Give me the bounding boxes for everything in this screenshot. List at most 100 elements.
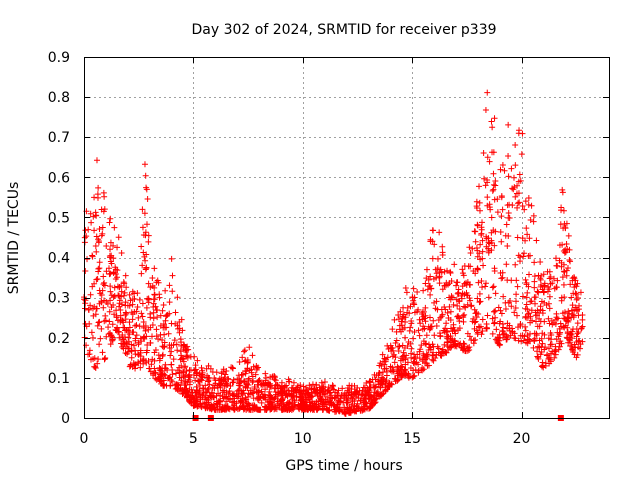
data-point	[422, 304, 429, 311]
data-point	[116, 297, 123, 304]
data-point	[109, 337, 116, 344]
data-point	[479, 248, 486, 255]
data-point	[137, 349, 144, 356]
data-point	[577, 289, 584, 296]
data-point	[278, 387, 285, 394]
data-point	[335, 387, 342, 394]
data-point	[517, 320, 524, 327]
data-point	[488, 247, 495, 254]
data-point	[468, 302, 475, 309]
data-point	[477, 241, 484, 248]
data-point	[569, 311, 576, 318]
data-point	[91, 227, 98, 234]
data-point	[237, 382, 244, 389]
y-tick-label: 0.3	[48, 291, 70, 307]
data-point	[151, 284, 158, 291]
data-point	[430, 317, 437, 324]
data-point	[425, 341, 432, 348]
data-point	[157, 322, 164, 329]
data-point	[118, 250, 125, 257]
data-point	[535, 343, 542, 350]
data-point	[142, 172, 149, 179]
data-point	[168, 377, 175, 384]
data-point	[571, 274, 578, 281]
data-point	[107, 297, 114, 304]
data-point	[239, 354, 246, 361]
data-point	[531, 278, 538, 285]
data-point	[91, 194, 98, 201]
data-point	[393, 328, 400, 335]
data-point	[490, 170, 497, 177]
data-point	[482, 280, 489, 287]
data-point	[198, 404, 205, 411]
data-point	[491, 319, 498, 326]
data-point	[101, 206, 108, 213]
data-point	[101, 282, 108, 289]
data-point	[537, 276, 544, 283]
data-point	[556, 325, 563, 332]
data-point	[191, 397, 198, 404]
data-point	[180, 373, 187, 380]
data-point	[162, 287, 169, 294]
data-point	[95, 319, 102, 326]
data-point	[325, 387, 332, 394]
data-point	[94, 194, 101, 201]
data-point	[122, 299, 129, 306]
data-point	[464, 344, 471, 351]
data-point	[518, 151, 525, 158]
data-point	[98, 299, 105, 306]
data-point	[236, 359, 243, 366]
data-point	[505, 233, 512, 240]
data-point	[262, 370, 269, 377]
data-point	[86, 351, 93, 358]
data-point	[235, 393, 242, 400]
data-point	[498, 238, 505, 245]
data-point	[95, 239, 102, 246]
data-point	[539, 330, 546, 337]
data-point	[146, 365, 153, 372]
data-point	[433, 322, 440, 329]
data-point	[565, 339, 572, 346]
data-point	[410, 373, 417, 380]
data-point	[566, 336, 573, 343]
data-point	[325, 387, 332, 394]
data-point	[141, 333, 148, 340]
data-point	[121, 324, 128, 331]
data-point	[210, 393, 217, 400]
data-point	[361, 395, 368, 402]
data-point	[461, 343, 468, 350]
data-point	[122, 350, 129, 357]
data-point	[107, 239, 114, 246]
data-point	[541, 318, 548, 325]
data-point	[129, 316, 136, 323]
data-point	[398, 371, 405, 378]
data-point	[227, 383, 234, 390]
data-point	[414, 288, 421, 295]
data-point	[135, 314, 142, 321]
data-point	[422, 312, 429, 319]
data-point	[110, 302, 117, 309]
data-point	[532, 300, 539, 307]
data-point	[572, 277, 579, 284]
data-point	[136, 323, 143, 330]
data-point	[156, 294, 163, 301]
data-point	[399, 372, 406, 379]
data-point	[371, 371, 378, 378]
data-point	[402, 361, 409, 368]
data-point	[435, 317, 442, 324]
data-point	[230, 376, 237, 383]
data-point	[423, 355, 430, 362]
data-point	[170, 356, 177, 363]
data-point	[289, 405, 296, 412]
data-point	[493, 326, 500, 333]
data-point	[476, 299, 483, 306]
data-point	[531, 284, 538, 291]
data-point	[284, 406, 291, 413]
data-point	[93, 248, 100, 255]
data-point	[336, 408, 343, 415]
data-point	[115, 292, 122, 299]
data-point	[219, 387, 226, 394]
data-point	[504, 320, 511, 327]
data-point	[439, 346, 446, 353]
data-point	[121, 289, 128, 296]
